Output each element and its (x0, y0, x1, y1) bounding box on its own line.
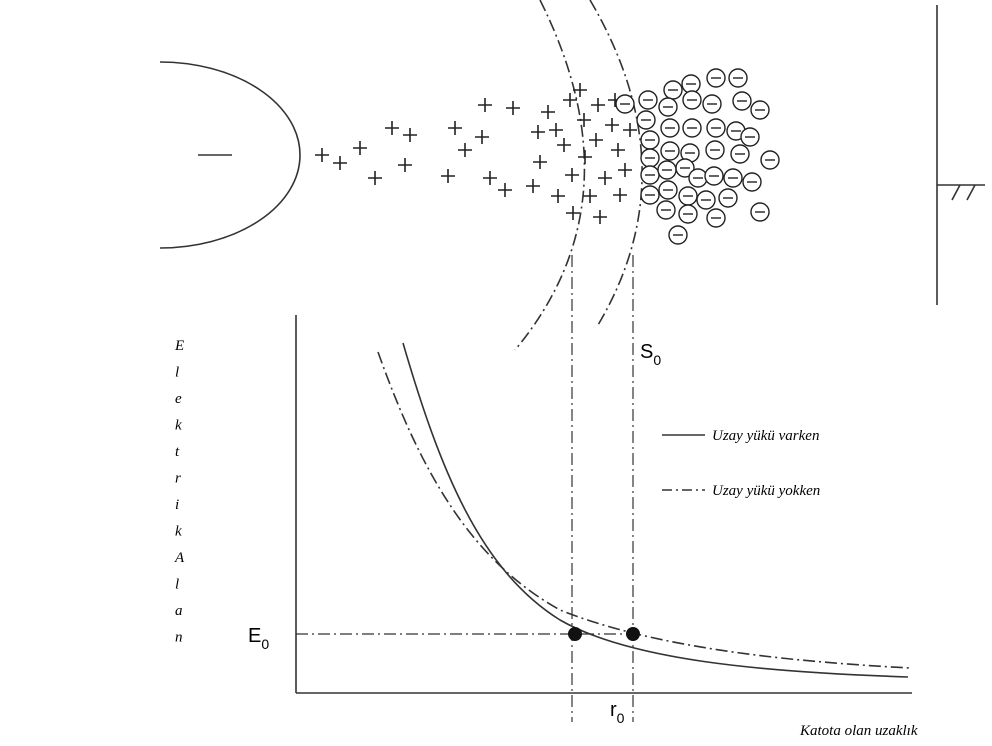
positive-ion (398, 158, 412, 172)
positive-ion (526, 179, 540, 193)
positive-ion (613, 188, 627, 202)
subscript: 0 (653, 352, 661, 368)
positive-ion (551, 189, 565, 203)
positive-ion (475, 130, 489, 144)
positive-ion (448, 121, 462, 135)
positive-ion (593, 210, 607, 224)
letter: A (174, 550, 185, 566)
letter: k (175, 418, 182, 434)
positive-ion (315, 148, 329, 162)
positive-ion (353, 141, 367, 155)
letter: l (175, 365, 179, 381)
letter: E (174, 338, 184, 354)
letter: t (175, 444, 180, 460)
positive-ion (598, 171, 612, 185)
letter: e (175, 391, 182, 407)
legend-label: Uzay yükü yokken (712, 483, 820, 499)
positive-ion (333, 156, 347, 170)
positive-ion (403, 128, 417, 142)
letter: i (175, 497, 179, 513)
letter: a (175, 603, 183, 619)
positive-ion (605, 118, 619, 132)
positive-ion (573, 83, 587, 97)
positive-ion (483, 171, 497, 185)
positive-ion (583, 189, 597, 203)
positive-ion (611, 143, 625, 157)
letter: l (175, 577, 179, 593)
legend-label: Uzay yükü varken (712, 428, 819, 444)
positive-ion (478, 98, 492, 112)
positive-ion (566, 206, 580, 220)
letter: n (175, 630, 183, 646)
symbol: E (248, 625, 261, 647)
cathode (159, 61, 301, 249)
positive-ion (368, 171, 382, 185)
positive-ion (385, 121, 399, 135)
e0-label: E0 (248, 625, 269, 652)
symbol: S (640, 341, 653, 363)
x-axis-label: Katota olan uzaklık (799, 723, 918, 739)
arc-outer (589, 0, 643, 326)
letter: r (175, 471, 181, 487)
positive-ion (506, 101, 520, 115)
positive-ion (549, 123, 563, 137)
positive-ion (589, 133, 603, 147)
ground (937, 184, 985, 201)
curve-without-charge (377, 351, 911, 669)
positive-ion (441, 169, 455, 183)
positive-ion (618, 163, 632, 177)
s0-label: S0 (640, 341, 661, 368)
positive-ion (591, 98, 605, 112)
subscript: 0 (617, 710, 625, 726)
symbol: r (610, 699, 617, 721)
letter: k (175, 524, 182, 540)
positive-ion (557, 138, 571, 152)
positive-ion (531, 125, 545, 139)
point (568, 627, 582, 641)
positive-ion (541, 105, 555, 119)
subscript: 0 (261, 636, 269, 652)
positive-ion (623, 123, 637, 137)
ions (315, 68, 780, 245)
curve-with-charge (402, 342, 909, 678)
positive-ion (577, 113, 591, 127)
point (626, 627, 640, 641)
r0-label: r0 (610, 699, 625, 726)
positive-ion (565, 168, 579, 182)
positive-ion (498, 183, 512, 197)
positive-ion (578, 150, 592, 164)
positive-ion (563, 93, 577, 107)
positive-ion (458, 143, 472, 157)
positive-ion (533, 155, 547, 169)
drawing (159, 0, 985, 722)
